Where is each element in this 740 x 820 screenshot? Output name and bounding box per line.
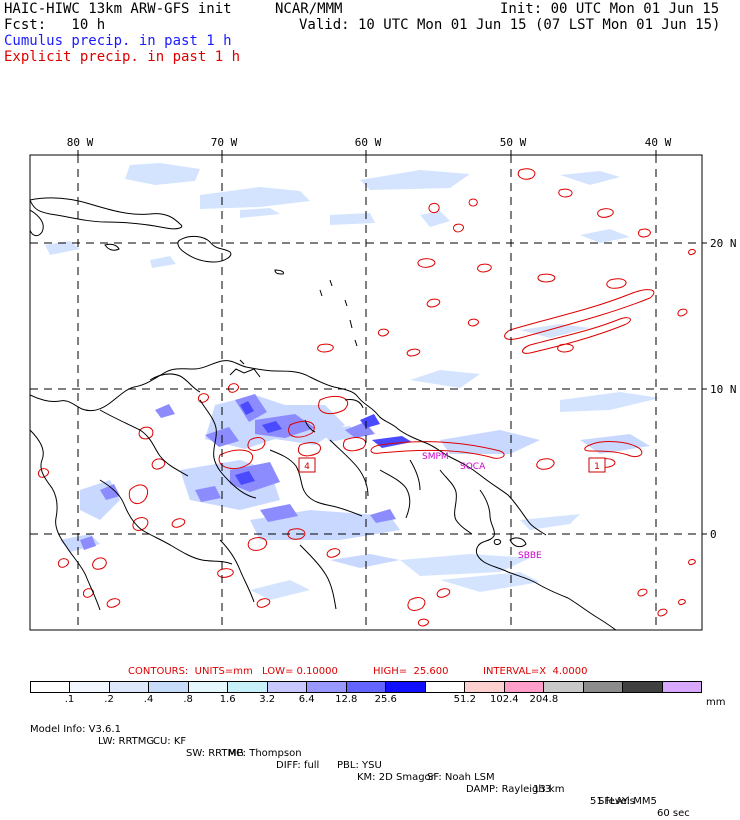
lat-lon-grid xyxy=(30,155,702,630)
colorbar-swatch xyxy=(662,682,701,692)
model-version: Model Info: V3.6.1 xyxy=(30,724,121,735)
colorbar-swatch xyxy=(70,682,110,692)
legend-explicit: Explicit precip. in past 1 h xyxy=(4,49,241,65)
lon-label-70w: 70 W xyxy=(211,136,238,149)
colorbar-swatch xyxy=(346,682,387,692)
max-box-1-label: 4 xyxy=(304,462,310,472)
model-sflay: SFLAY: MM5 xyxy=(598,796,657,807)
max-box-1 xyxy=(298,457,316,473)
lat-label-0: 0 xyxy=(710,528,717,541)
lon-label-40w: 40 W xyxy=(645,136,672,149)
model-cu: CU: KF xyxy=(153,736,187,747)
model-sw: SW: RRTMG xyxy=(186,748,244,759)
precip-map: 80 W 70 W 60 W 50 W 40 W 20 N 10 N 0 SMP… xyxy=(29,136,737,631)
colorbar-swatch xyxy=(386,682,426,692)
max-box-2 xyxy=(588,457,606,473)
model-diff: DIFF: full xyxy=(276,760,320,771)
colorbar-swatch xyxy=(504,682,545,692)
colorbar-swatch xyxy=(109,682,150,692)
model-pbl: PBL: YSU xyxy=(337,760,382,771)
colorbar-label: .1 xyxy=(64,694,75,705)
colorbar-swatch xyxy=(188,682,229,692)
contour-high: HIGH= 25.600 xyxy=(373,666,449,677)
lon-label-60w: 60 W xyxy=(355,136,382,149)
station-smpm: SMPM xyxy=(422,452,449,462)
colorbar-label: .8 xyxy=(183,694,193,705)
model-lw: LW: RRTMG xyxy=(98,736,155,747)
colorbar xyxy=(30,681,702,693)
axis-ticks xyxy=(77,150,707,535)
colorbar-unit: mm xyxy=(706,697,726,708)
colorbar-label: 204.8 xyxy=(529,694,559,705)
coastlines xyxy=(30,197,617,630)
model-km: KM: 2D Smagor xyxy=(357,772,435,783)
colorbar-label: 25.6 xyxy=(374,694,397,705)
colorbar-swatch xyxy=(267,682,308,692)
model-sf: SF: Noah LSM xyxy=(427,772,495,783)
colorbar-swatch xyxy=(544,682,584,692)
model-damp: DAMP: Rayleigh3 xyxy=(466,784,552,795)
model-timestep: 60 sec xyxy=(657,808,690,819)
explicit-precip-contours xyxy=(37,168,696,627)
org-label: NCAR/MMM xyxy=(275,1,343,17)
model-title: HAIC-HIWC 13km ARW-GFS init xyxy=(4,1,232,17)
colorbar-label: .4 xyxy=(143,694,154,705)
colorbar-swatch xyxy=(623,682,663,692)
init-time: Init: 00 UTC Mon 01 Jun 15 xyxy=(500,1,720,17)
colorbar-swatch xyxy=(307,682,347,692)
contour-interval: INTERVAL=X 4.0000 xyxy=(483,666,588,677)
lon-label-80w: 80 W xyxy=(67,136,94,149)
colorbar-label: 51.2 xyxy=(453,694,476,705)
colorbar-swatch xyxy=(31,682,71,692)
lat-label-20n: 20 N xyxy=(710,237,737,250)
colorbar-swatch xyxy=(425,682,466,692)
colorbar-swatch xyxy=(149,682,189,692)
legend-cumulus: Cumulus precip. in past 1 h xyxy=(4,33,232,49)
colorbar-swatch xyxy=(583,682,624,692)
colorbar-label: .2 xyxy=(104,694,114,705)
colorbar-label: 3.2 xyxy=(259,694,276,705)
max-box-2-label: 1 xyxy=(594,462,600,472)
colorbar-label: 6.4 xyxy=(298,694,315,705)
colorbar-label: 102.4 xyxy=(490,694,519,705)
model-info-line-1: Model Info: V3.6.1 CU: KF MP: Thompson P… xyxy=(30,712,730,819)
valid-time: Valid: 10 UTC Mon 01 Jun 15 (07 LST Mon … xyxy=(299,17,721,33)
colorbar-label: 12.8 xyxy=(335,694,358,705)
contour-low: LOW= 0.10000 xyxy=(262,666,338,677)
colorbar-label: 1.6 xyxy=(219,694,236,705)
station-soca: SOCA xyxy=(460,462,486,472)
model-info-line-2: LW: RRTMG SW: RRTMG DIFF: full KM: 2D Sm… xyxy=(30,724,730,807)
cumulus-precip-field xyxy=(45,163,660,600)
colorbar-swatch xyxy=(465,682,505,692)
lat-label-10n: 10 N xyxy=(710,383,737,396)
colorbar-swatch xyxy=(228,682,268,692)
contour-units: CONTOURS: UNITS=mm xyxy=(128,666,253,677)
lon-label-50w: 50 W xyxy=(500,136,527,149)
forecast-hour: Fcst: 10 h xyxy=(4,17,106,33)
station-sbbe: SBBE xyxy=(518,551,542,561)
